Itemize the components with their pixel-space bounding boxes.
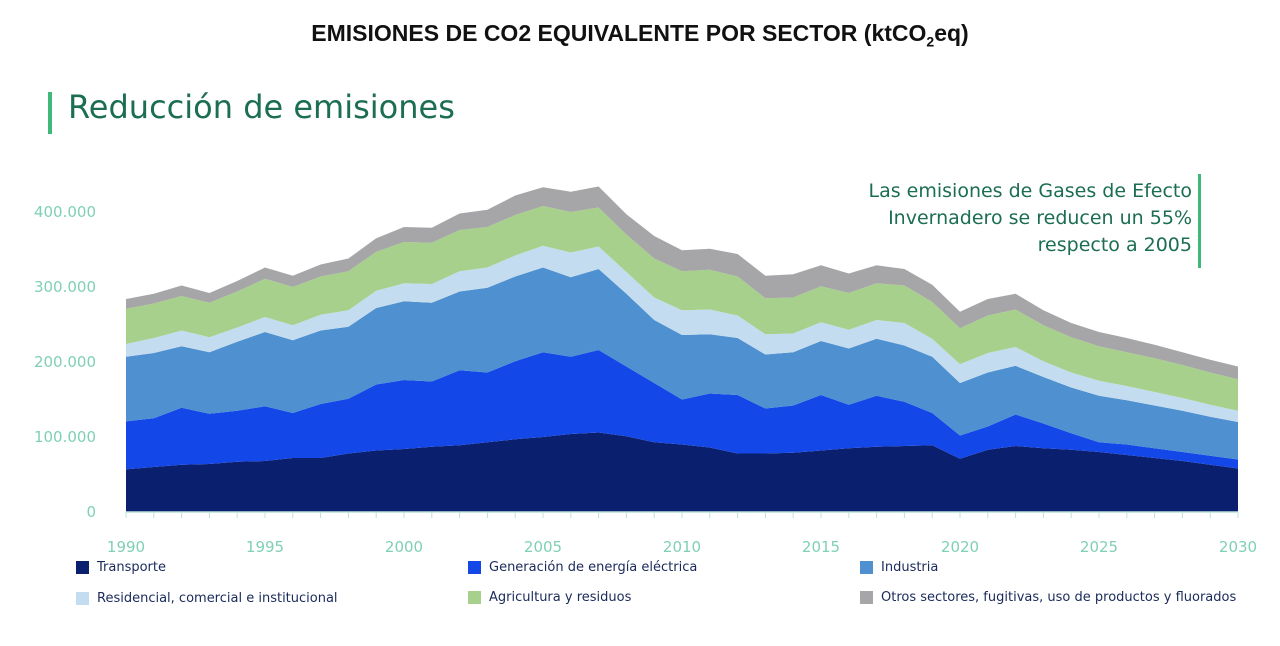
legend-label: Agricultura y residuos	[489, 590, 632, 605]
legend-swatch	[468, 591, 481, 604]
area-series-5	[126, 186, 1238, 380]
legend-item-residencial: Residencial, comercial e institucional	[76, 591, 338, 606]
legend-swatch	[860, 561, 873, 574]
chart-title-subscript: 2	[926, 33, 935, 50]
legend-item-agricultura: Agricultura y residuos	[468, 590, 631, 605]
area-series-1	[126, 350, 1238, 470]
x-tick-label: 2000	[385, 538, 423, 556]
y-tick-label: 300.000	[34, 278, 96, 296]
legend-label: Industria	[881, 560, 939, 575]
legend-swatch	[76, 592, 89, 605]
y-tick-label: 200.000	[34, 353, 96, 371]
x-tick-label: 1995	[246, 538, 284, 556]
legend-label: Transporte	[97, 560, 166, 575]
legend-swatch	[468, 561, 481, 574]
legend-item-industria: Industria	[860, 560, 938, 575]
x-tick-label: 2005	[524, 538, 562, 556]
annotation-text: Las emisiones de Gases de Efecto Inverna…	[772, 178, 1193, 259]
chart-legend: Transporte Generación de energía eléctri…	[0, 556, 1280, 626]
annotation-line-1: Las emisiones de Gases de Efecto	[868, 180, 1193, 202]
area-series-2	[126, 267, 1238, 460]
annotation-accent-bar	[1198, 174, 1201, 268]
y-tick-label: 400.000	[34, 203, 96, 221]
x-tick-label: 2030	[1219, 538, 1257, 556]
annotation-line-3: respecto a 2005	[1037, 234, 1192, 256]
x-tick-label: 2025	[1080, 538, 1118, 556]
chart-title-end: eq)	[934, 20, 969, 46]
x-tick-label: 2010	[663, 538, 701, 556]
legend-item-generacion: Generación de energía eléctrica	[468, 560, 697, 575]
x-tick-label: 2020	[941, 538, 979, 556]
legend-swatch	[76, 561, 89, 574]
section-title: Reducción de emisiones	[68, 88, 455, 126]
area-series-3	[126, 245, 1238, 422]
area-series-0	[126, 432, 1238, 512]
legend-item-otros: Otros sectores, fugitivas, uso de produc…	[860, 590, 1236, 605]
legend-label: Otros sectores, fugitivas, uso de produc…	[881, 590, 1237, 605]
section-accent-bar	[48, 92, 52, 134]
area-series-4	[126, 206, 1238, 411]
legend-swatch	[860, 591, 873, 604]
chart-title: EMISIONES DE CO2 EQUIVALENTE POR SECTOR …	[0, 20, 1280, 50]
y-tick-label: 100.000	[34, 428, 96, 446]
x-tick-label: 2015	[802, 538, 840, 556]
y-tick-label: 0	[86, 503, 96, 521]
legend-label: Generación de energía eléctrica	[489, 560, 698, 575]
legend-item-transporte: Transporte	[76, 560, 166, 575]
annotation-line-2: Invernadero se reducen un 55%	[888, 207, 1192, 229]
x-tick-label: 1990	[107, 538, 145, 556]
chart-title-text: EMISIONES DE CO2 EQUIVALENTE POR SECTOR …	[311, 20, 927, 46]
legend-label: Residencial, comercial e institucional	[97, 591, 338, 606]
